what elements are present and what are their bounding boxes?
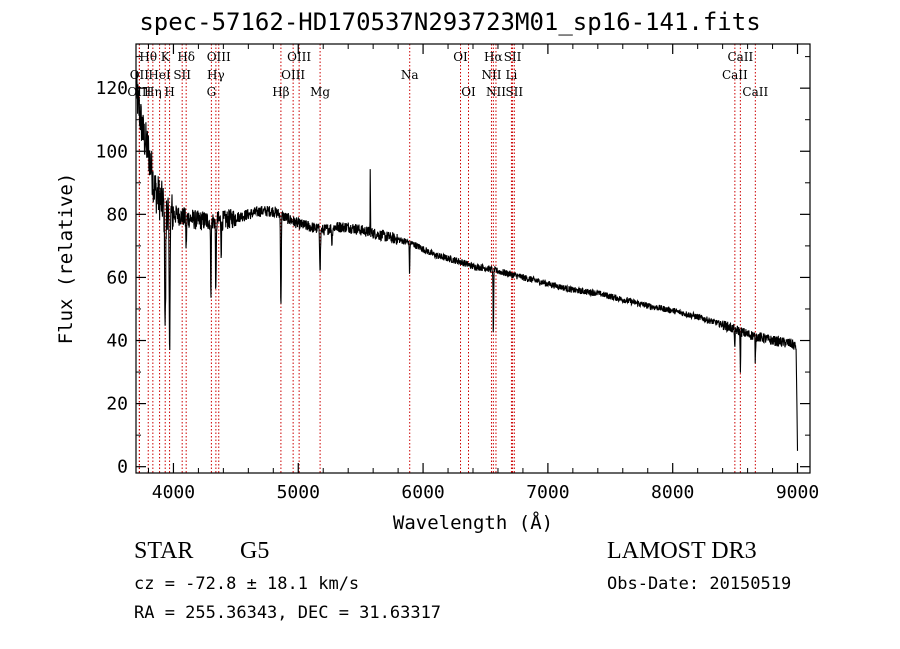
x-tick-label: 5000 — [277, 482, 320, 503]
line-marker-label: HeI — [148, 68, 171, 82]
line-marker-label: Hθ — [139, 50, 157, 64]
x-tick-label: 4000 — [152, 482, 195, 503]
spectrum-line — [135, 71, 799, 451]
plot-frame — [135, 43, 811, 474]
line-marker-label: NII — [481, 68, 501, 82]
redshift-velocity: cz = -72.8 ± 18.1 km/s — [134, 574, 360, 594]
chart-title: spec-57162-HD170537N293723M01_sp16-141.f… — [139, 8, 761, 36]
y-tick-label: 20 — [106, 394, 128, 415]
x-axis-label: Wavelength (Å) — [393, 511, 553, 534]
line-marker-label: Hβ — [272, 85, 289, 99]
line-marker-label: G — [207, 85, 217, 99]
y-tick-label: 0 — [117, 457, 128, 478]
line-marker-label: OI — [461, 85, 476, 99]
y-tick-label: 100 — [95, 141, 128, 162]
line-marker-label: Hγ — [207, 68, 225, 82]
line-marker-label: SII — [504, 50, 522, 64]
survey-name: LAMOST DR3 — [607, 538, 757, 564]
x-tick-label: 8000 — [651, 482, 694, 503]
object-subclass: G5 — [240, 538, 270, 564]
line-marker-label: Hη — [144, 85, 162, 99]
object-class: STAR — [134, 538, 194, 564]
line-marker-label: OI — [453, 50, 468, 64]
y-tick-label: 40 — [106, 331, 128, 352]
line-marker-label: Hα — [484, 50, 503, 64]
line-marker-label: OII — [130, 68, 150, 82]
x-tick-label: 9000 — [776, 482, 819, 503]
line-marker-label: H — [164, 85, 174, 99]
y-tick-label: 60 — [106, 267, 128, 288]
x-tick-label: 6000 — [401, 482, 444, 503]
line-marker-label: OIII — [207, 50, 231, 64]
line-marker-label: SII — [173, 68, 191, 82]
line-marker-label: CaII — [722, 68, 748, 82]
line-marker-label: OIII — [127, 85, 151, 99]
line-marker-label: Li — [506, 68, 518, 82]
coordinates: RA = 255.36343, DEC = 31.63317 — [134, 603, 442, 623]
line-marker-label: K — [161, 50, 171, 64]
y-axis-label: Flux (relative) — [55, 173, 77, 345]
y-tick-label: 80 — [106, 204, 128, 225]
y-tick-label: 120 — [95, 78, 128, 99]
line-marker-label: OIII — [287, 50, 311, 64]
line-marker-label: SII — [505, 85, 523, 99]
line-marker-label: Mg — [310, 85, 330, 99]
observation-date: Obs-Date: 20150519 — [607, 574, 792, 594]
line-marker-label: Hδ — [177, 50, 195, 64]
line-marker-label: CaII — [727, 50, 753, 64]
line-marker-label: OIII — [281, 68, 305, 82]
line-marker-label: CaII — [742, 85, 768, 99]
line-marker-label: NII — [486, 85, 506, 99]
line-marker-label: Na — [401, 68, 419, 82]
x-tick-label: 7000 — [526, 482, 569, 503]
